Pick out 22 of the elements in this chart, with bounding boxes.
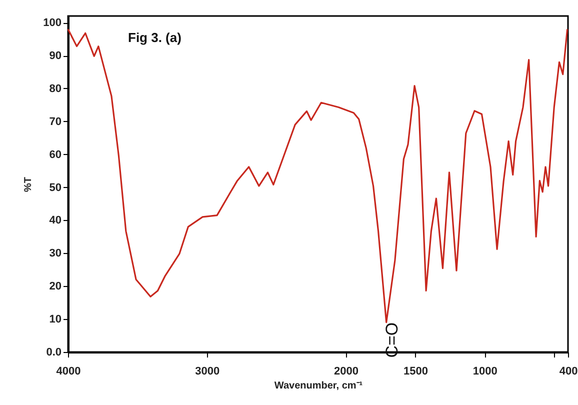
x-tick-label: 3000 [195, 366, 220, 378]
y-tick-label: 10 [49, 314, 62, 326]
y-tick-label: 0.0 [46, 346, 62, 358]
y-tick-label: 20 [49, 280, 62, 293]
x-tick-label: 4000 [56, 366, 81, 378]
y-tick-label: 60 [49, 148, 62, 161]
x-tick-label: 400 [559, 366, 578, 378]
y-tick-label: 30 [49, 248, 62, 260]
annotation: C=O [382, 322, 402, 358]
text: Fig 3. (a) [128, 30, 182, 45]
x-tick-label: 1500 [403, 366, 428, 378]
y-axis-title: %T [23, 177, 34, 192]
x-tick-label: 2000 [334, 366, 359, 378]
y-tick-label: 100 [43, 17, 62, 30]
y-tick-label: 40 [49, 214, 62, 227]
x-axis-title: Wavenumber, cm⁻¹ [274, 380, 364, 392]
y-tick-label: 90 [49, 50, 62, 62]
x-tick-label: 1000 [472, 366, 498, 378]
line-series [67, 28, 568, 324]
y-tick-label: 50 [49, 182, 62, 194]
y-tick-label: 70 [49, 116, 62, 128]
y-tick-label: 80 [49, 82, 62, 95]
